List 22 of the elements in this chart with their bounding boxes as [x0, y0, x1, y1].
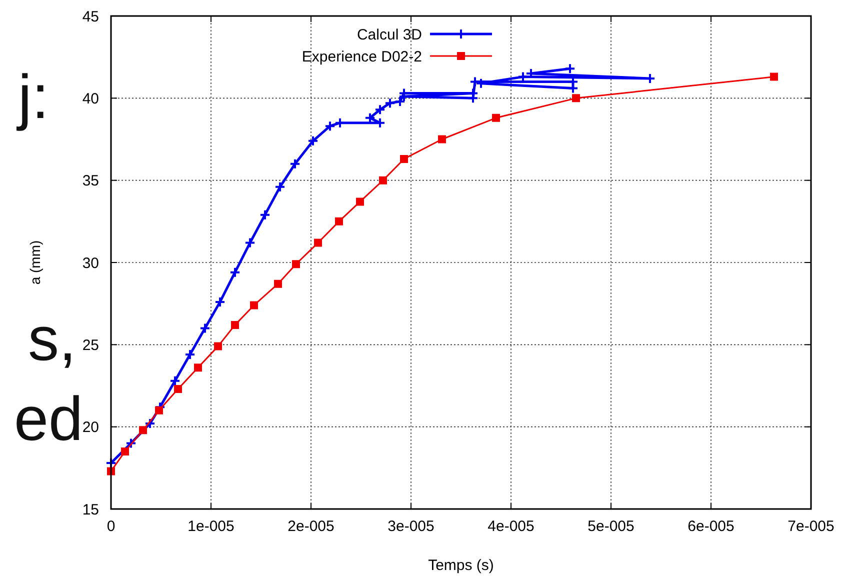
y-tick-label: 45	[82, 8, 99, 26]
x-tick-label: 4e-005	[488, 518, 534, 535]
x-axis-title: Temps (s)	[428, 557, 494, 574]
x-tick-label: 0	[106, 518, 116, 535]
y-tick-label: 40	[82, 90, 99, 108]
y-tick-label: 25	[82, 336, 99, 354]
text: ed	[14, 385, 83, 454]
x-tick-label: 1e-005	[188, 518, 234, 535]
legend-label: Calcul 3D	[356, 26, 422, 44]
text: j:	[16, 63, 49, 132]
y-tick-label: 20	[82, 419, 99, 436]
text: s,	[28, 305, 76, 374]
y-axis-title: a (mm)	[27, 240, 43, 285]
y-tick-label: 35	[82, 172, 99, 190]
x-tick-label: 7e-005	[788, 518, 834, 535]
x-tick-label: 3e-005	[388, 518, 434, 535]
x-tick-label: 6e-005	[688, 518, 734, 535]
x-tick-label: 5e-005	[588, 518, 634, 535]
x-tick-label: 2e-005	[288, 518, 334, 535]
y-tick-label: 15	[82, 501, 99, 518]
legend-label: Experience D02-2	[302, 48, 422, 66]
y-tick-label: 30	[82, 254, 99, 272]
